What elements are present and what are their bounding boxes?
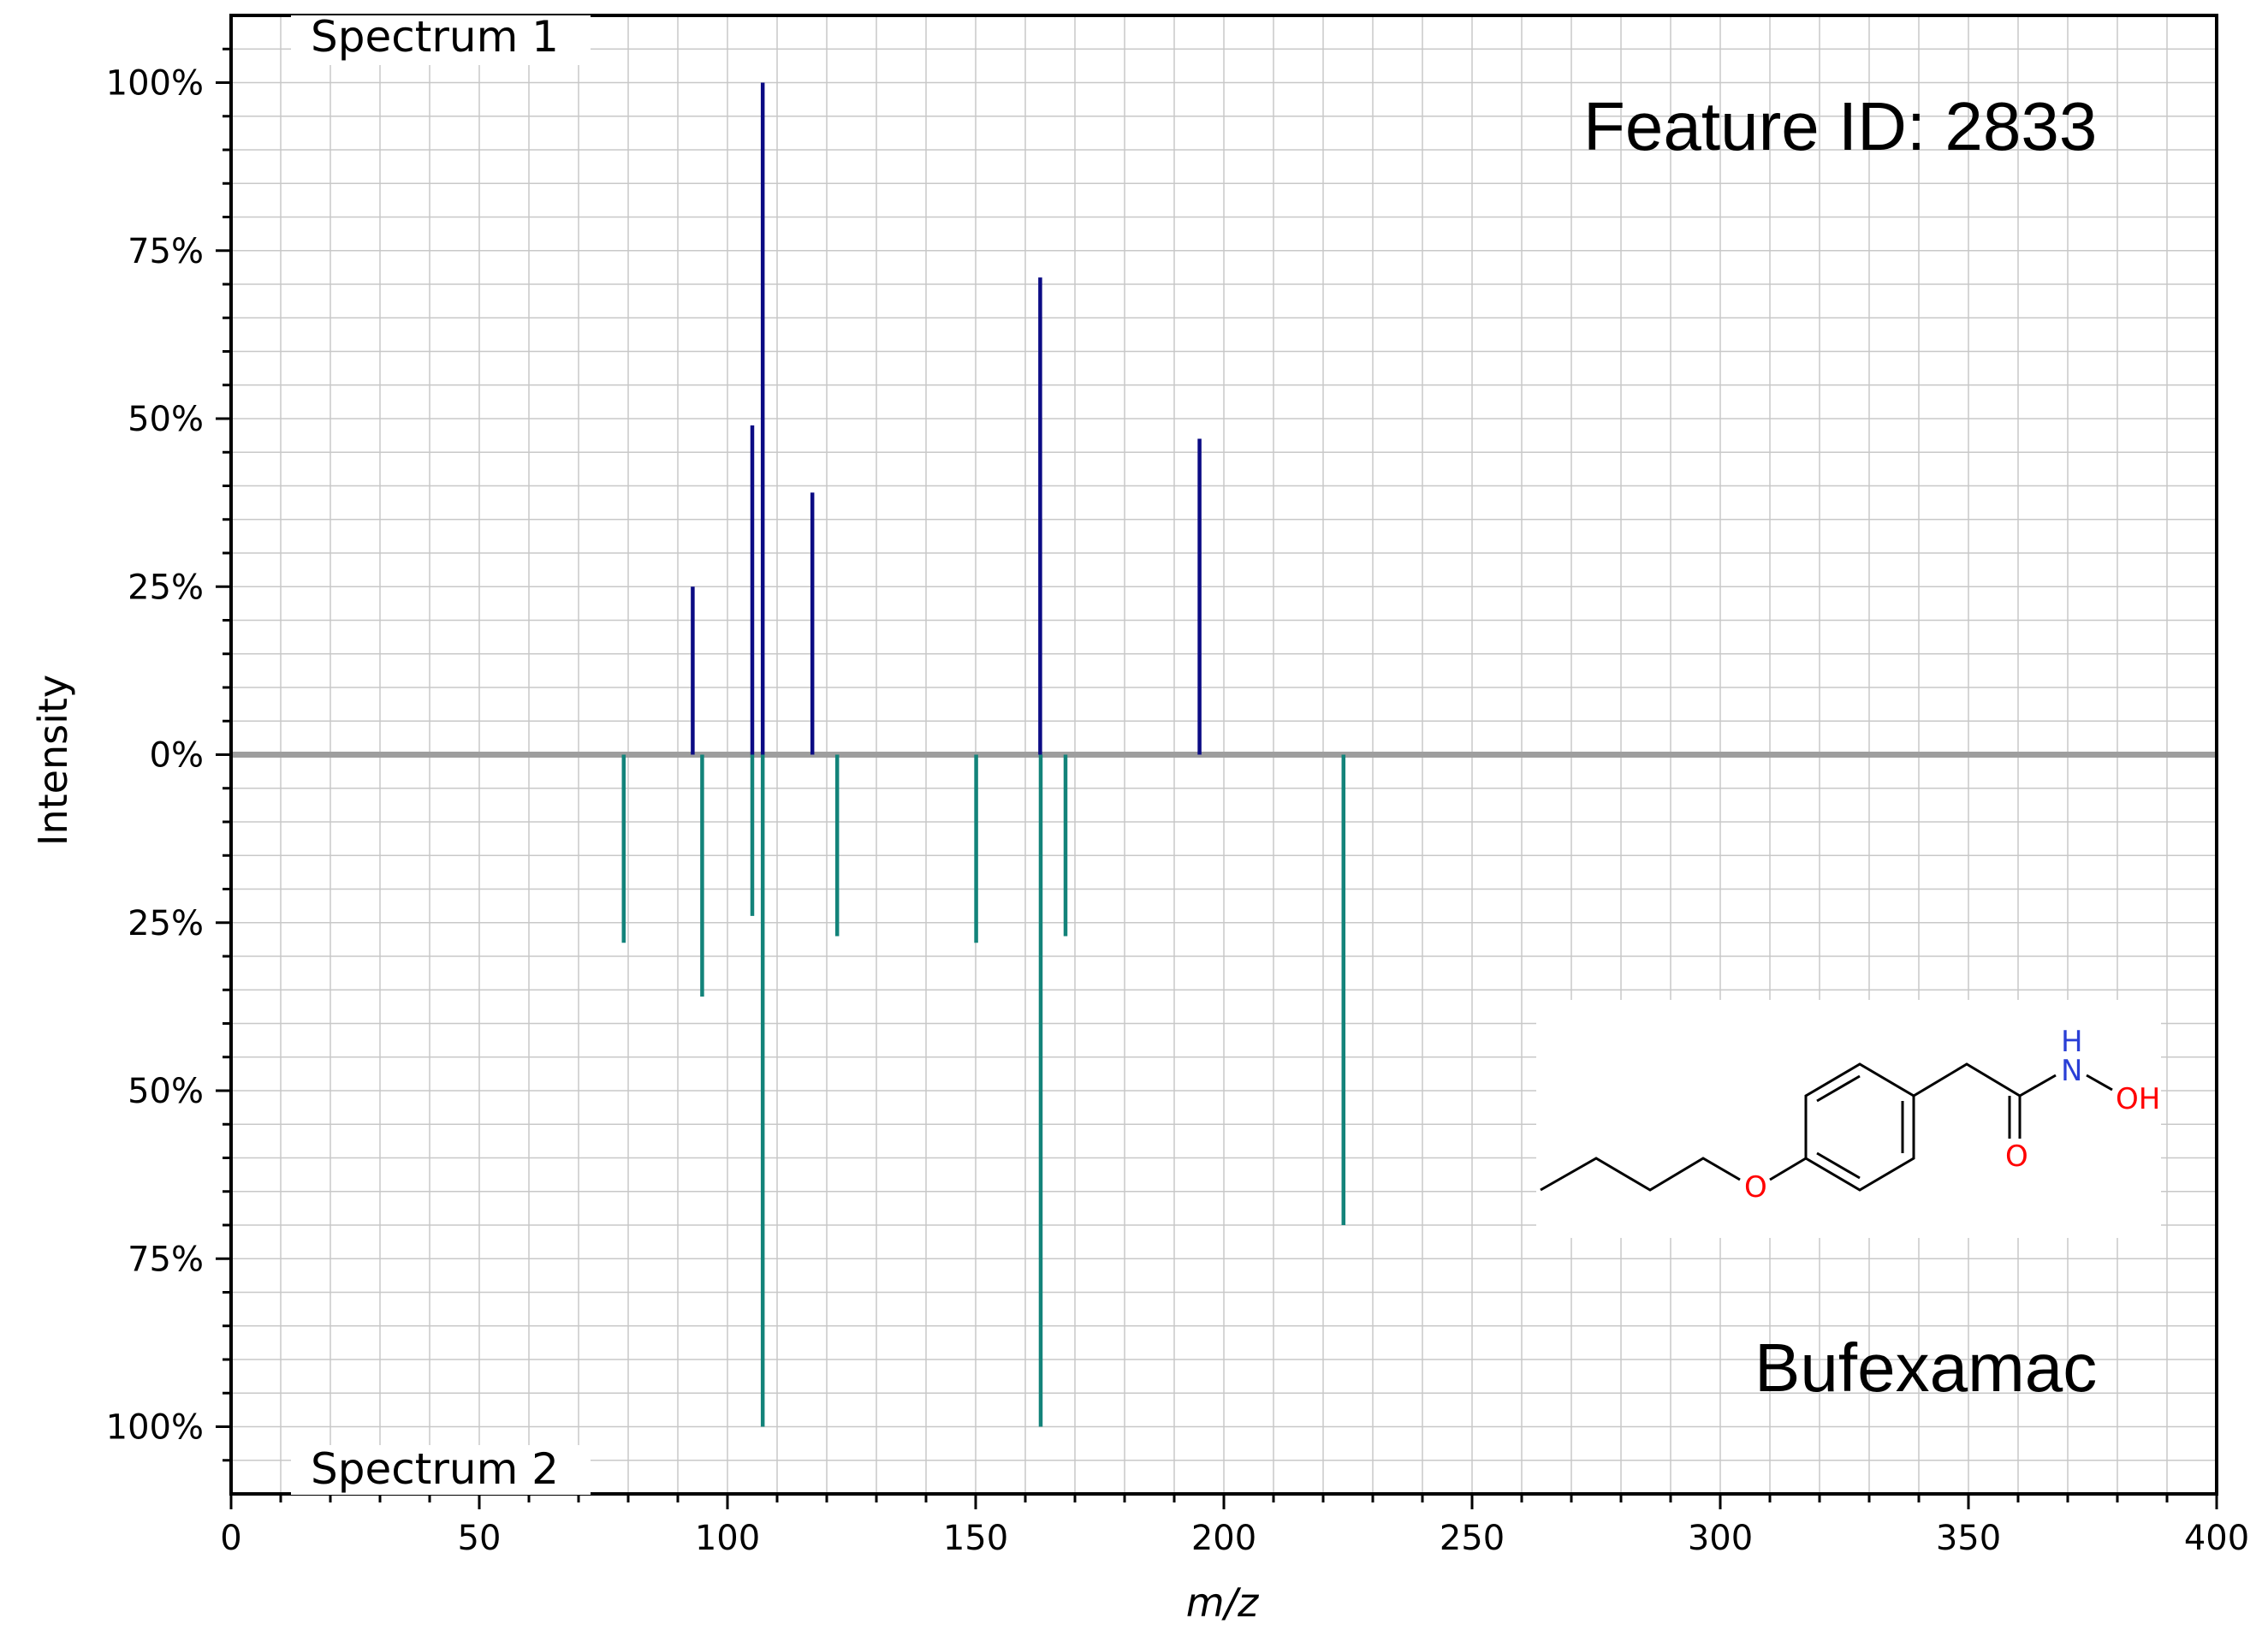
x-tick-label: 300 [1688, 1519, 1753, 1558]
y-tick-label: 50% [128, 1072, 204, 1111]
x-tick-label: 50 [458, 1519, 502, 1558]
feature-id-label: Feature ID: 2833 [1583, 88, 2097, 164]
spectrum2-label-bg [291, 1445, 591, 1495]
amide-hydrogen: H [2061, 1025, 2083, 1059]
compound-name-label: Bufexamac [1754, 1330, 2097, 1406]
x-tick-label: 100 [695, 1519, 760, 1558]
bufexamac-structure: O O H N OH [1536, 1000, 2161, 1238]
spectrum1-label: Spectrum 1 [311, 12, 559, 62]
amide-nitrogen: N [2061, 1054, 2082, 1088]
x-axis-title: m/z [1186, 1580, 1259, 1626]
x-tick-label: 250 [1440, 1519, 1505, 1558]
y-tick-label: 50% [128, 400, 204, 439]
structure-background [1536, 1000, 2161, 1238]
y-tick-label: 100% [106, 1408, 204, 1448]
y-tick-label: 75% [128, 232, 204, 271]
x-tick-label: 150 [943, 1519, 1008, 1558]
y-tick-label: 100% [106, 64, 204, 104]
x-tick-label: 350 [1936, 1519, 2001, 1558]
x-tick-label: 0 [220, 1519, 241, 1558]
hydroxyl-group: OH [2116, 1082, 2160, 1116]
tick-labels: 0 50 100 150 200 250 300 350 400 100% 75% 50% 25% 0% 2… [106, 64, 2250, 1559]
y-axis-title: Intensity [30, 675, 76, 846]
x-tick-label: 200 [1191, 1519, 1256, 1558]
ether-oxygen: O [1744, 1170, 1767, 1205]
y-tick-label: 25% [128, 568, 204, 607]
axes [216, 14, 2218, 1509]
y-tick-label: 25% [128, 904, 204, 943]
structure-bonds [1540, 1062, 2113, 1192]
spectrum1-label-bg [291, 15, 591, 65]
carbonyl-oxygen: O [2005, 1139, 2028, 1174]
x-tick-label: 400 [2184, 1519, 2249, 1558]
peaks [621, 82, 1346, 1427]
y-tick-label: 75% [128, 1240, 204, 1279]
spectrum2-label: Spectrum 2 [311, 1444, 559, 1494]
y-tick-label: 0% [150, 736, 204, 776]
